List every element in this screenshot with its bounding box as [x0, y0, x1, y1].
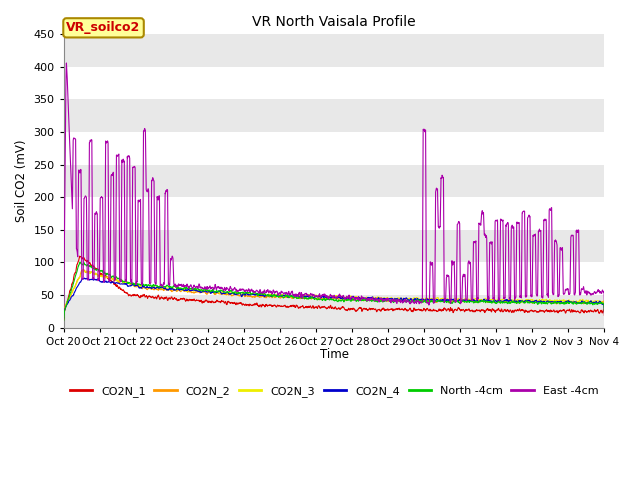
Bar [64, 99, 604, 132]
Text: VR_soilco2: VR_soilco2 [67, 21, 141, 35]
Bar [64, 263, 604, 295]
Title: VR North Vaisala Profile: VR North Vaisala Profile [252, 15, 416, 29]
Bar [64, 165, 604, 197]
Bar [64, 67, 604, 99]
Y-axis label: Soil CO2 (mV): Soil CO2 (mV) [15, 140, 28, 222]
X-axis label: Time: Time [319, 348, 349, 361]
Bar [64, 197, 604, 230]
Bar [64, 230, 604, 263]
Legend: CO2N_1, CO2N_2, CO2N_3, CO2N_4, North -4cm, East -4cm: CO2N_1, CO2N_2, CO2N_3, CO2N_4, North -4… [65, 382, 603, 401]
Bar [64, 132, 604, 165]
Bar [64, 295, 604, 327]
Bar [64, 35, 604, 67]
